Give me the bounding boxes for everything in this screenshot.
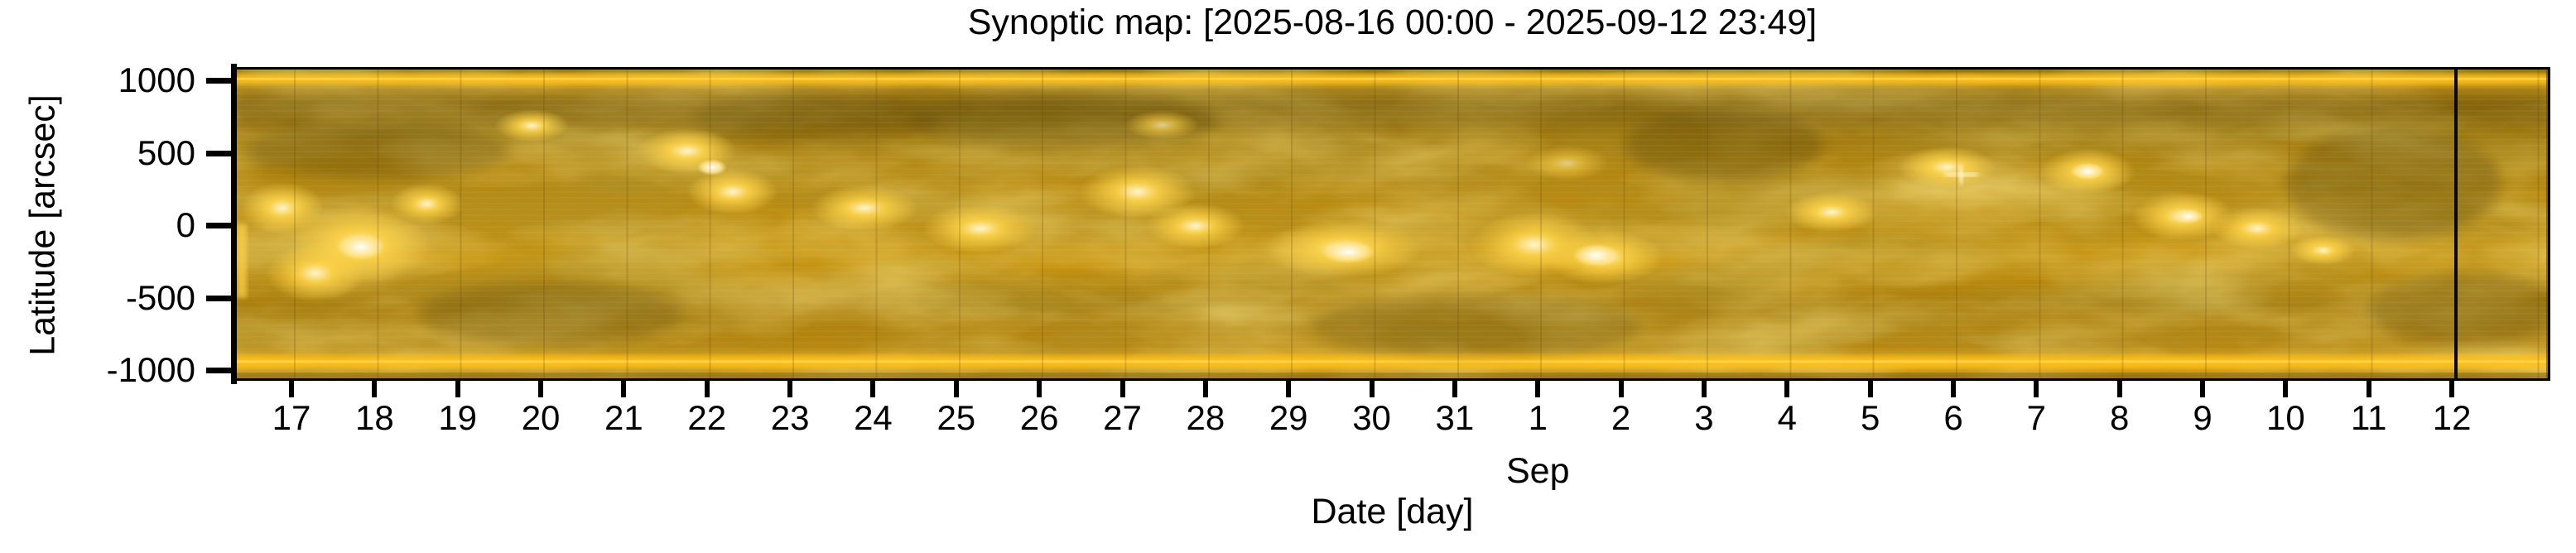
x-tick-label: 12: [2432, 398, 2472, 437]
x-tick-mark: [289, 381, 294, 397]
y-tick-label: 500: [137, 132, 195, 172]
x-tick-mark: [2366, 381, 2371, 397]
y-tick-mark: [206, 223, 234, 228]
y-tick-mark: [206, 78, 234, 84]
y-tick-label: 1000: [118, 60, 195, 99]
x-tick-label: 18: [354, 398, 394, 437]
limb-brightening-streaks: [237, 74, 2548, 378]
x-tick-mark: [1119, 381, 1125, 397]
x-tick-mark: [1784, 381, 1790, 397]
active-regions: [237, 109, 2357, 302]
x-tick-label: 2: [1611, 398, 1631, 437]
x-tick-mark: [953, 381, 959, 397]
month-label: Sep: [1505, 451, 1570, 491]
x-tick-mark: [455, 381, 460, 397]
x-tick-mark: [2200, 381, 2206, 397]
y-tick-mark: [206, 368, 234, 373]
x-tick-label: 23: [770, 398, 810, 437]
x-tick-mark: [787, 381, 793, 397]
x-tick-label: 4: [1777, 398, 1797, 437]
x-tick-label: 6: [1943, 398, 1963, 437]
x-tick-label: 3: [1694, 398, 1714, 437]
x-tick-mark: [1202, 381, 1208, 397]
x-tick-label: 25: [937, 398, 976, 437]
y-tick-mark: [206, 150, 234, 156]
x-tick-label: 17: [272, 398, 311, 437]
x-tick-label: 24: [854, 398, 893, 437]
y-tick-label: -1000: [106, 350, 195, 389]
x-tick-label: 31: [1435, 398, 1475, 437]
x-tick-mark: [2283, 381, 2289, 397]
x-tick-mark: [372, 381, 378, 397]
x-tick-mark: [704, 381, 710, 397]
y-tick-label: -500: [125, 277, 195, 317]
x-tick-mark: [1037, 381, 1042, 397]
x-tick-label: 19: [438, 398, 478, 437]
x-tick-label: 26: [1019, 398, 1059, 437]
x-tick-label: 1: [1528, 398, 1548, 437]
x-tick-label: 11: [2350, 398, 2387, 437]
solar-euv-texture: [237, 70, 2548, 378]
x-tick-mark: [2449, 381, 2455, 397]
x-tick-mark: [1452, 381, 1457, 397]
y-tick-label: 0: [176, 205, 195, 244]
x-tick-label: 28: [1186, 398, 1225, 437]
x-tick-mark: [870, 381, 876, 397]
x-tick-label: 30: [1352, 398, 1391, 437]
x-tick-mark: [1867, 381, 1873, 397]
x-tick-label: 10: [2266, 398, 2305, 437]
x-axis-label: Date [day]: [1311, 492, 1474, 531]
bright-point-star: [1944, 166, 1978, 184]
x-tick-mark: [1618, 381, 1624, 397]
x-tick-mark: [1701, 381, 1707, 397]
x-tick-label: 21: [604, 398, 643, 437]
x-tick-mark: [2034, 381, 2039, 397]
x-tick-mark: [538, 381, 544, 397]
x-tick-label: 9: [2193, 398, 2212, 437]
y-tick-mark: [206, 295, 234, 301]
x-tick-mark: [2116, 381, 2122, 397]
image-seam-overlay: [237, 70, 2548, 378]
x-tick-mark: [1535, 381, 1541, 397]
plot-title: Synoptic map: [2025-08-16 00:00 - 2025-0…: [967, 2, 1818, 42]
x-tick-label: 29: [1269, 398, 1308, 437]
x-tick-mark: [1369, 381, 1375, 397]
x-tick-label: 5: [1860, 398, 1880, 437]
x-tick-mark: [1286, 381, 1292, 397]
x-tick-label: 7: [2026, 398, 2047, 437]
synoptic-map-image: [234, 67, 2550, 381]
x-tick-label: 22: [687, 398, 727, 437]
y-axis-spine: [231, 64, 237, 384]
time-marker-line: [2454, 70, 2458, 378]
x-tick-mark: [1951, 381, 1956, 397]
x-tick-label: 8: [2110, 398, 2130, 437]
x-tick-label: 20: [521, 398, 561, 437]
x-tick-label: 27: [1103, 398, 1142, 437]
x-tick-mark: [621, 381, 627, 397]
